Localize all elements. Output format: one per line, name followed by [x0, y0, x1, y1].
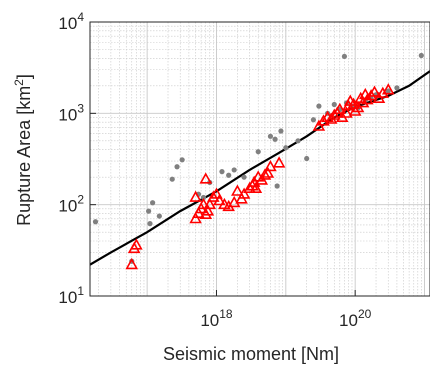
- gray-point: [150, 200, 156, 206]
- gray-point: [179, 157, 185, 163]
- x-tick-label: 1018: [200, 307, 233, 330]
- red-triangle: [376, 86, 390, 98]
- x-tick-labels: 1018 1020: [200, 307, 371, 330]
- gray-point: [272, 136, 278, 142]
- gray-point: [316, 103, 322, 109]
- red-triangle: [231, 184, 244, 196]
- red-triangle: [189, 211, 202, 224]
- gray-point: [200, 194, 207, 201]
- red-triangle: [197, 197, 210, 210]
- y-tick-label: 102: [58, 193, 84, 216]
- gray-point: [418, 52, 424, 59]
- gray-point: [241, 174, 247, 180]
- x-axis-label: Seismic moment [Nm]: [163, 344, 339, 364]
- gray-point: [310, 117, 317, 123]
- red-triangle: [356, 96, 370, 108]
- red-triangle: [189, 190, 202, 202]
- red-triangle: [261, 166, 275, 178]
- y-tick-label: 101: [58, 284, 84, 307]
- red-triangle: [340, 106, 353, 118]
- gray-point: [174, 164, 180, 170]
- gray-point: [156, 213, 162, 219]
- red-triangle: [237, 187, 251, 199]
- gray-point: [219, 169, 225, 175]
- y-axis-label-main: Rupture Area [km: [14, 86, 34, 226]
- gray-point: [331, 101, 337, 108]
- red-triangle: [272, 156, 286, 168]
- red-triangle: [207, 190, 220, 202]
- y-axis-label: Rupture Area [km2]: [12, 74, 34, 226]
- y-tick-label: 104: [58, 10, 84, 33]
- gray-point: [274, 183, 280, 189]
- gray-point: [278, 128, 284, 134]
- red-triangle: [203, 197, 217, 210]
- gray-point: [92, 219, 99, 225]
- gray-point: [147, 221, 153, 227]
- gray-point: [226, 172, 232, 178]
- red-triangle: [199, 172, 213, 184]
- y-tick-labels: 101 102 103 104: [58, 10, 84, 307]
- gray-point: [385, 88, 391, 94]
- red-triangle: [210, 187, 223, 199]
- red-triangle: [381, 83, 395, 95]
- red-triangle: [213, 194, 226, 206]
- red-triangle: [368, 85, 381, 97]
- red-triangle: [328, 108, 341, 120]
- fit-curve-layer: [90, 70, 430, 266]
- gray-point: [231, 167, 237, 173]
- plot-frame: [89, 21, 430, 297]
- red-triangle: [201, 204, 215, 216]
- y-tick-label: 103: [58, 101, 84, 124]
- gray-point: [146, 208, 152, 214]
- red-triangles: [125, 83, 395, 270]
- y-axis-label-sup: 2: [12, 79, 26, 86]
- red-triangle: [243, 181, 256, 193]
- gray-point: [304, 155, 310, 162]
- y-axis-label-tail: ]: [14, 74, 34, 79]
- red-triangle: [249, 181, 263, 193]
- red-triangle: [264, 159, 277, 172]
- x-tick-label: 1020: [339, 307, 372, 330]
- fit-curve: [90, 70, 430, 266]
- red-triangle: [258, 168, 272, 180]
- grid: [90, 21, 430, 297]
- red-triangle: [333, 102, 347, 114]
- gray-point: [283, 145, 289, 151]
- red-triangle: [125, 257, 139, 270]
- gray-point: [255, 149, 261, 155]
- gray-point: [295, 138, 301, 144]
- red-triangle: [130, 238, 143, 250]
- ticks: [90, 21, 356, 297]
- gray-point: [169, 176, 175, 182]
- gray-point: [394, 85, 400, 91]
- gray-point: [267, 133, 274, 139]
- gray-point: [341, 53, 348, 60]
